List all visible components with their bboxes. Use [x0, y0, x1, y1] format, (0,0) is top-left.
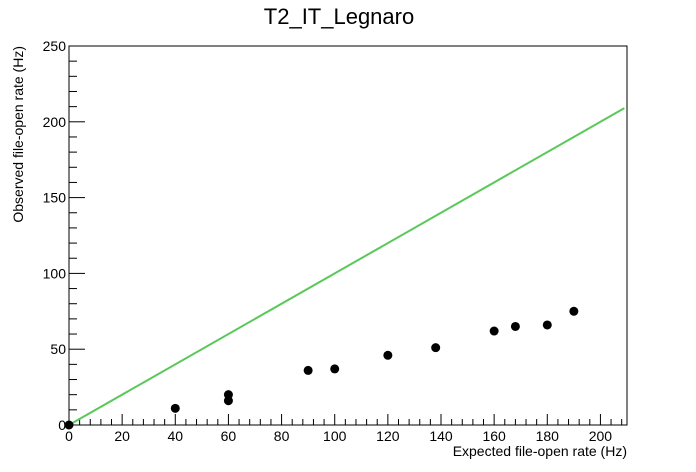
x-tick-label: 180 [536, 428, 560, 444]
y-axis-tick-labels: 0 50 100 150 200 250 [43, 38, 67, 433]
data-point [303, 365, 313, 375]
x-tick-label: 200 [589, 428, 613, 444]
plot-frame [68, 45, 628, 426]
data-point [542, 320, 552, 330]
y-tick-label: 250 [43, 38, 67, 54]
x-tick-label: 100 [323, 428, 347, 444]
x-tick-label: 120 [376, 428, 400, 444]
y-tick-label: 150 [43, 190, 67, 206]
data-points [64, 306, 579, 430]
y-axis-title: Observed file-open rate (Hz) [10, 46, 26, 223]
x-tick-label: 40 [167, 428, 183, 444]
x-tick-label: 140 [429, 428, 453, 444]
y-tick-label: 100 [43, 265, 67, 281]
data-point [431, 343, 441, 353]
data-point [330, 364, 340, 374]
data-point [64, 420, 74, 430]
x-axis-ticks [68, 414, 623, 425]
data-point [223, 390, 233, 400]
x-tick-label: 0 [65, 428, 73, 444]
x-tick-label: 160 [482, 428, 506, 444]
y-tick-label: 0 [58, 417, 66, 433]
data-point [383, 350, 393, 360]
data-point [489, 326, 499, 336]
y-axis-ticks [69, 45, 85, 426]
x-axis-title: Expected file-open rate (Hz) [453, 443, 627, 459]
data-point [569, 306, 579, 316]
data-point [170, 403, 180, 413]
y-tick-label: 200 [43, 114, 67, 130]
x-tick-label: 80 [274, 428, 290, 444]
x-tick-label: 60 [221, 428, 237, 444]
x-axis-tick-labels: 0 20 40 60 80 100 120 140 160 180 200 [65, 428, 612, 444]
x-tick-label: 20 [114, 428, 130, 444]
reference-line [68, 107, 625, 426]
y-tick-label: 50 [50, 341, 66, 357]
chart-title: T2_IT_Legnaro [264, 4, 414, 29]
data-point [510, 321, 520, 331]
